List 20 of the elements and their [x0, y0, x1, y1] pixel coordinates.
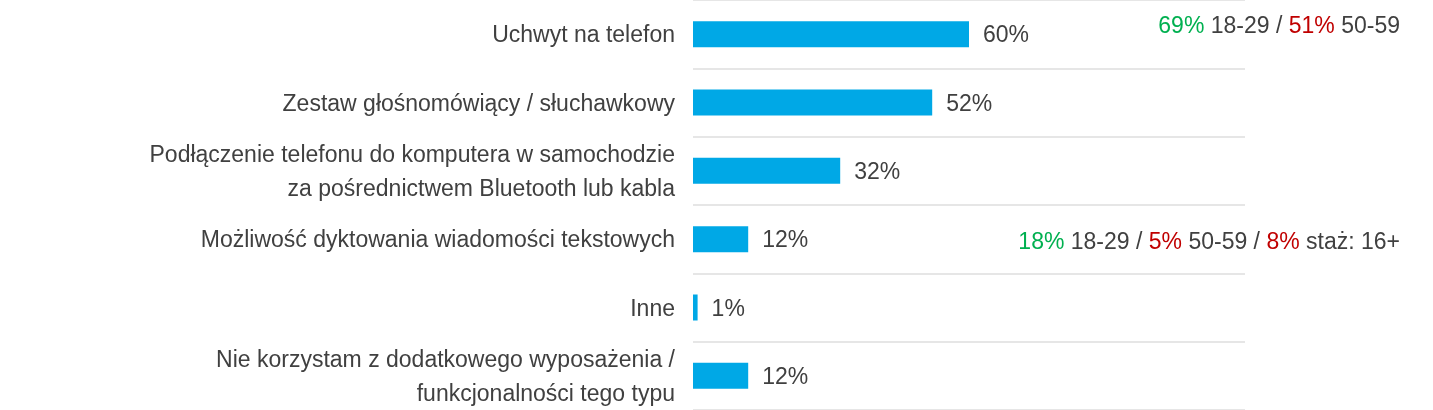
bar	[693, 21, 969, 48]
y-tick-label: Możliwość dyktowania wiadomości tekstowych	[200, 226, 675, 253]
y-tick-label: Nie korzystam z dodatkowego wyposażenia / funkcjonalności tego typu	[216, 345, 676, 406]
data-label: 52%	[946, 89, 993, 116]
text: 18% 18-29 / 5% 50-59 / 8% staż: 16+	[1018, 228, 1401, 254]
text: 69% 18-29 / 51% 50-59	[1158, 12, 1400, 38]
data-label: 12%	[762, 226, 809, 253]
y-tick-label: Podłączenie telefonu do komputera w samochodzie za pośrednictwem Bluetooth lub kabla	[149, 140, 676, 201]
bar	[693, 362, 749, 389]
data-label: 32%	[854, 157, 901, 184]
data-label: 12%	[762, 362, 809, 389]
bar	[693, 226, 749, 253]
bar	[693, 157, 841, 184]
data-label: 1%	[711, 294, 745, 321]
data-label: 60%	[983, 21, 1030, 48]
y-tick-label: Uchwyt na telefon	[492, 21, 675, 48]
y-tick-label: Zestaw głośnomówiący / słuchawkowy	[282, 89, 676, 116]
bar	[693, 89, 933, 116]
y-tick-label: Inne	[630, 294, 675, 321]
bar	[693, 294, 698, 321]
